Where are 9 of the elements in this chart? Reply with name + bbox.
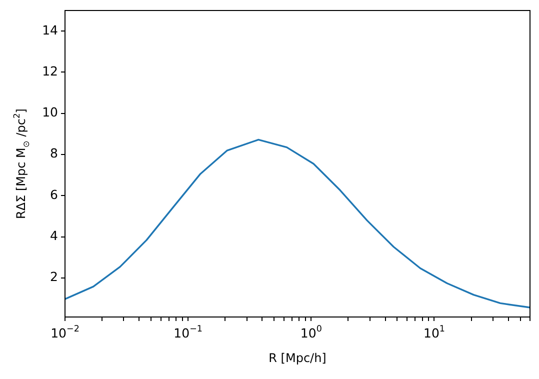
y-tick-label: 12	[42, 63, 58, 78]
y-tick-label: 6	[50, 186, 58, 202]
y-tick-label: 4	[50, 228, 58, 244]
y-tick-label: 8	[50, 146, 58, 161]
x-axis-title: R [Mpc/h]	[268, 351, 326, 366]
y-tick-label: 2	[50, 269, 58, 284]
y-tick-label: 14	[42, 22, 58, 38]
y-axis-title: RΔΣ [Mpc M⊙ /pc2]	[11, 108, 31, 219]
y-tick-label: 10	[42, 104, 58, 120]
